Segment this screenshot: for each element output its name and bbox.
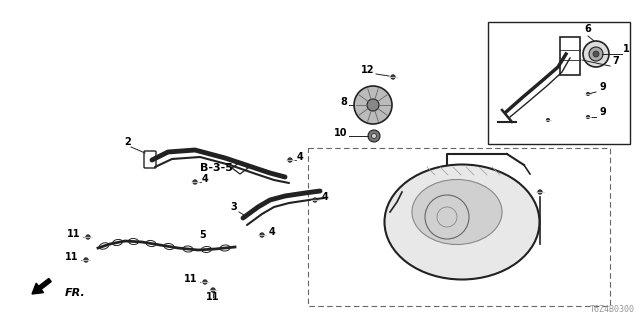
Circle shape: [538, 190, 542, 194]
Text: 6: 6: [584, 24, 591, 34]
Text: 9: 9: [600, 107, 607, 117]
Text: 1: 1: [623, 44, 629, 54]
Circle shape: [288, 158, 292, 162]
Text: FR.: FR.: [65, 288, 86, 298]
Circle shape: [583, 41, 609, 67]
Circle shape: [84, 258, 88, 262]
Circle shape: [367, 99, 379, 111]
Text: 2: 2: [125, 137, 131, 147]
Circle shape: [589, 47, 603, 61]
Text: B-3-5: B-3-5: [200, 163, 233, 173]
Circle shape: [203, 280, 207, 284]
Text: 12: 12: [360, 65, 374, 75]
Circle shape: [260, 233, 264, 237]
Text: 4: 4: [269, 227, 276, 237]
Circle shape: [313, 198, 317, 202]
Text: 11: 11: [184, 274, 197, 284]
Text: 11: 11: [67, 229, 80, 239]
Circle shape: [354, 86, 392, 124]
Ellipse shape: [412, 180, 502, 244]
Text: 8: 8: [340, 97, 347, 107]
Bar: [560, 37, 580, 75]
Circle shape: [211, 288, 215, 292]
Text: 11: 11: [206, 292, 220, 302]
Circle shape: [193, 180, 197, 184]
Circle shape: [86, 235, 90, 239]
Text: T6Z4B0300: T6Z4B0300: [590, 305, 635, 314]
Circle shape: [547, 118, 550, 122]
Text: 10: 10: [333, 128, 347, 138]
Text: 9: 9: [600, 82, 607, 92]
Text: 7: 7: [612, 56, 620, 66]
Circle shape: [391, 75, 396, 79]
Circle shape: [371, 133, 376, 139]
FancyArrow shape: [32, 278, 51, 294]
Ellipse shape: [385, 164, 540, 279]
Text: 4: 4: [202, 174, 209, 184]
Circle shape: [586, 115, 589, 119]
Text: 3: 3: [230, 202, 237, 212]
Circle shape: [593, 51, 599, 57]
Circle shape: [368, 130, 380, 142]
Text: 4: 4: [322, 192, 329, 202]
Bar: [488, 22, 630, 144]
Text: 4: 4: [297, 152, 304, 162]
Text: 11: 11: [65, 252, 78, 262]
Circle shape: [586, 92, 589, 96]
Text: 5: 5: [200, 230, 206, 240]
